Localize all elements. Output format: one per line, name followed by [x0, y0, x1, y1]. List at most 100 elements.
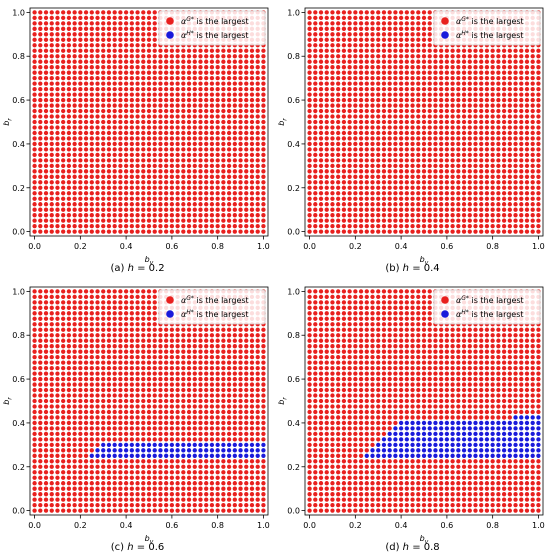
point-g [238, 365, 243, 371]
point-g [118, 158, 123, 163]
point-g [404, 202, 409, 207]
point-g [450, 174, 455, 179]
point-g [186, 97, 192, 103]
point-g [393, 48, 398, 53]
point-g [324, 180, 329, 185]
point-g [61, 470, 66, 475]
point-g [226, 492, 232, 497]
point-g [404, 76, 409, 81]
point-g [244, 409, 249, 415]
point-g [221, 338, 226, 343]
point-g [186, 327, 192, 332]
point-g [146, 218, 152, 223]
point-g [244, 355, 249, 360]
point-g [484, 48, 490, 53]
point-g [123, 300, 129, 305]
point-g [112, 409, 117, 415]
point-g [519, 158, 524, 163]
point-g [507, 213, 512, 218]
point-g [72, 289, 77, 294]
point-g [106, 431, 112, 437]
point-g [152, 349, 157, 354]
point-g [169, 365, 175, 371]
point-g [358, 70, 364, 75]
point-g [55, 426, 60, 431]
point-h [232, 448, 237, 453]
point-g [83, 398, 89, 404]
point-g [66, 147, 72, 152]
point-g [307, 81, 312, 86]
point-g [135, 32, 140, 37]
point-g [307, 147, 312, 152]
point-g [66, 125, 72, 130]
point-g [204, 125, 209, 130]
point-g [358, 163, 364, 169]
point-g [364, 97, 369, 103]
point-g [244, 426, 249, 431]
point-g [192, 147, 197, 152]
point-g [186, 202, 192, 207]
point-g [89, 103, 94, 108]
point-g [215, 426, 220, 431]
point-g [456, 70, 461, 75]
point-g [221, 174, 226, 179]
point-g [198, 125, 203, 130]
point-g [204, 86, 209, 92]
point-g [106, 481, 112, 486]
point-g [146, 136, 152, 141]
point-g [89, 213, 94, 218]
point-g [427, 152, 432, 158]
point-g [353, 21, 358, 26]
point-h [169, 448, 175, 453]
point-g [43, 344, 49, 349]
point-g [324, 97, 329, 103]
point-g [530, 119, 535, 125]
point-g [318, 130, 324, 136]
point-g [330, 152, 335, 158]
point-g [135, 223, 140, 229]
point-g [336, 191, 341, 196]
point-g [89, 141, 94, 147]
point-g [530, 169, 535, 174]
point-g [106, 130, 112, 136]
point-g [353, 97, 358, 103]
point-g [181, 415, 186, 420]
point-g [198, 431, 203, 437]
point-g [38, 453, 43, 458]
point-g [353, 119, 358, 125]
point-g [209, 92, 215, 97]
point-g [398, 92, 404, 97]
point-h [209, 442, 215, 447]
point-g [112, 475, 117, 480]
point-g [421, 81, 427, 86]
point-g [112, 486, 117, 491]
point-g [78, 218, 83, 223]
point-g [146, 15, 152, 21]
point-g [123, 136, 129, 141]
point-g [164, 158, 169, 163]
y-tick-label: 0.6 [287, 96, 300, 105]
point-g [72, 338, 77, 343]
point-g [439, 163, 444, 169]
point-h [152, 442, 157, 447]
point-g [158, 355, 163, 360]
point-g [255, 59, 260, 64]
point-g [106, 229, 112, 234]
point-g [387, 207, 392, 212]
point-g [89, 37, 94, 42]
point-g [38, 48, 43, 53]
point-g [112, 218, 117, 223]
point-g [381, 21, 387, 26]
point-g [450, 213, 455, 218]
point-g [72, 125, 77, 130]
point-g [461, 48, 467, 53]
point-g [433, 65, 438, 70]
point-g [83, 54, 89, 59]
point-g [341, 43, 347, 48]
point-g [255, 213, 260, 218]
point-g [410, 229, 415, 234]
point-g [255, 207, 260, 212]
point-g [123, 86, 129, 92]
point-g [215, 108, 220, 114]
point-g [78, 376, 83, 382]
